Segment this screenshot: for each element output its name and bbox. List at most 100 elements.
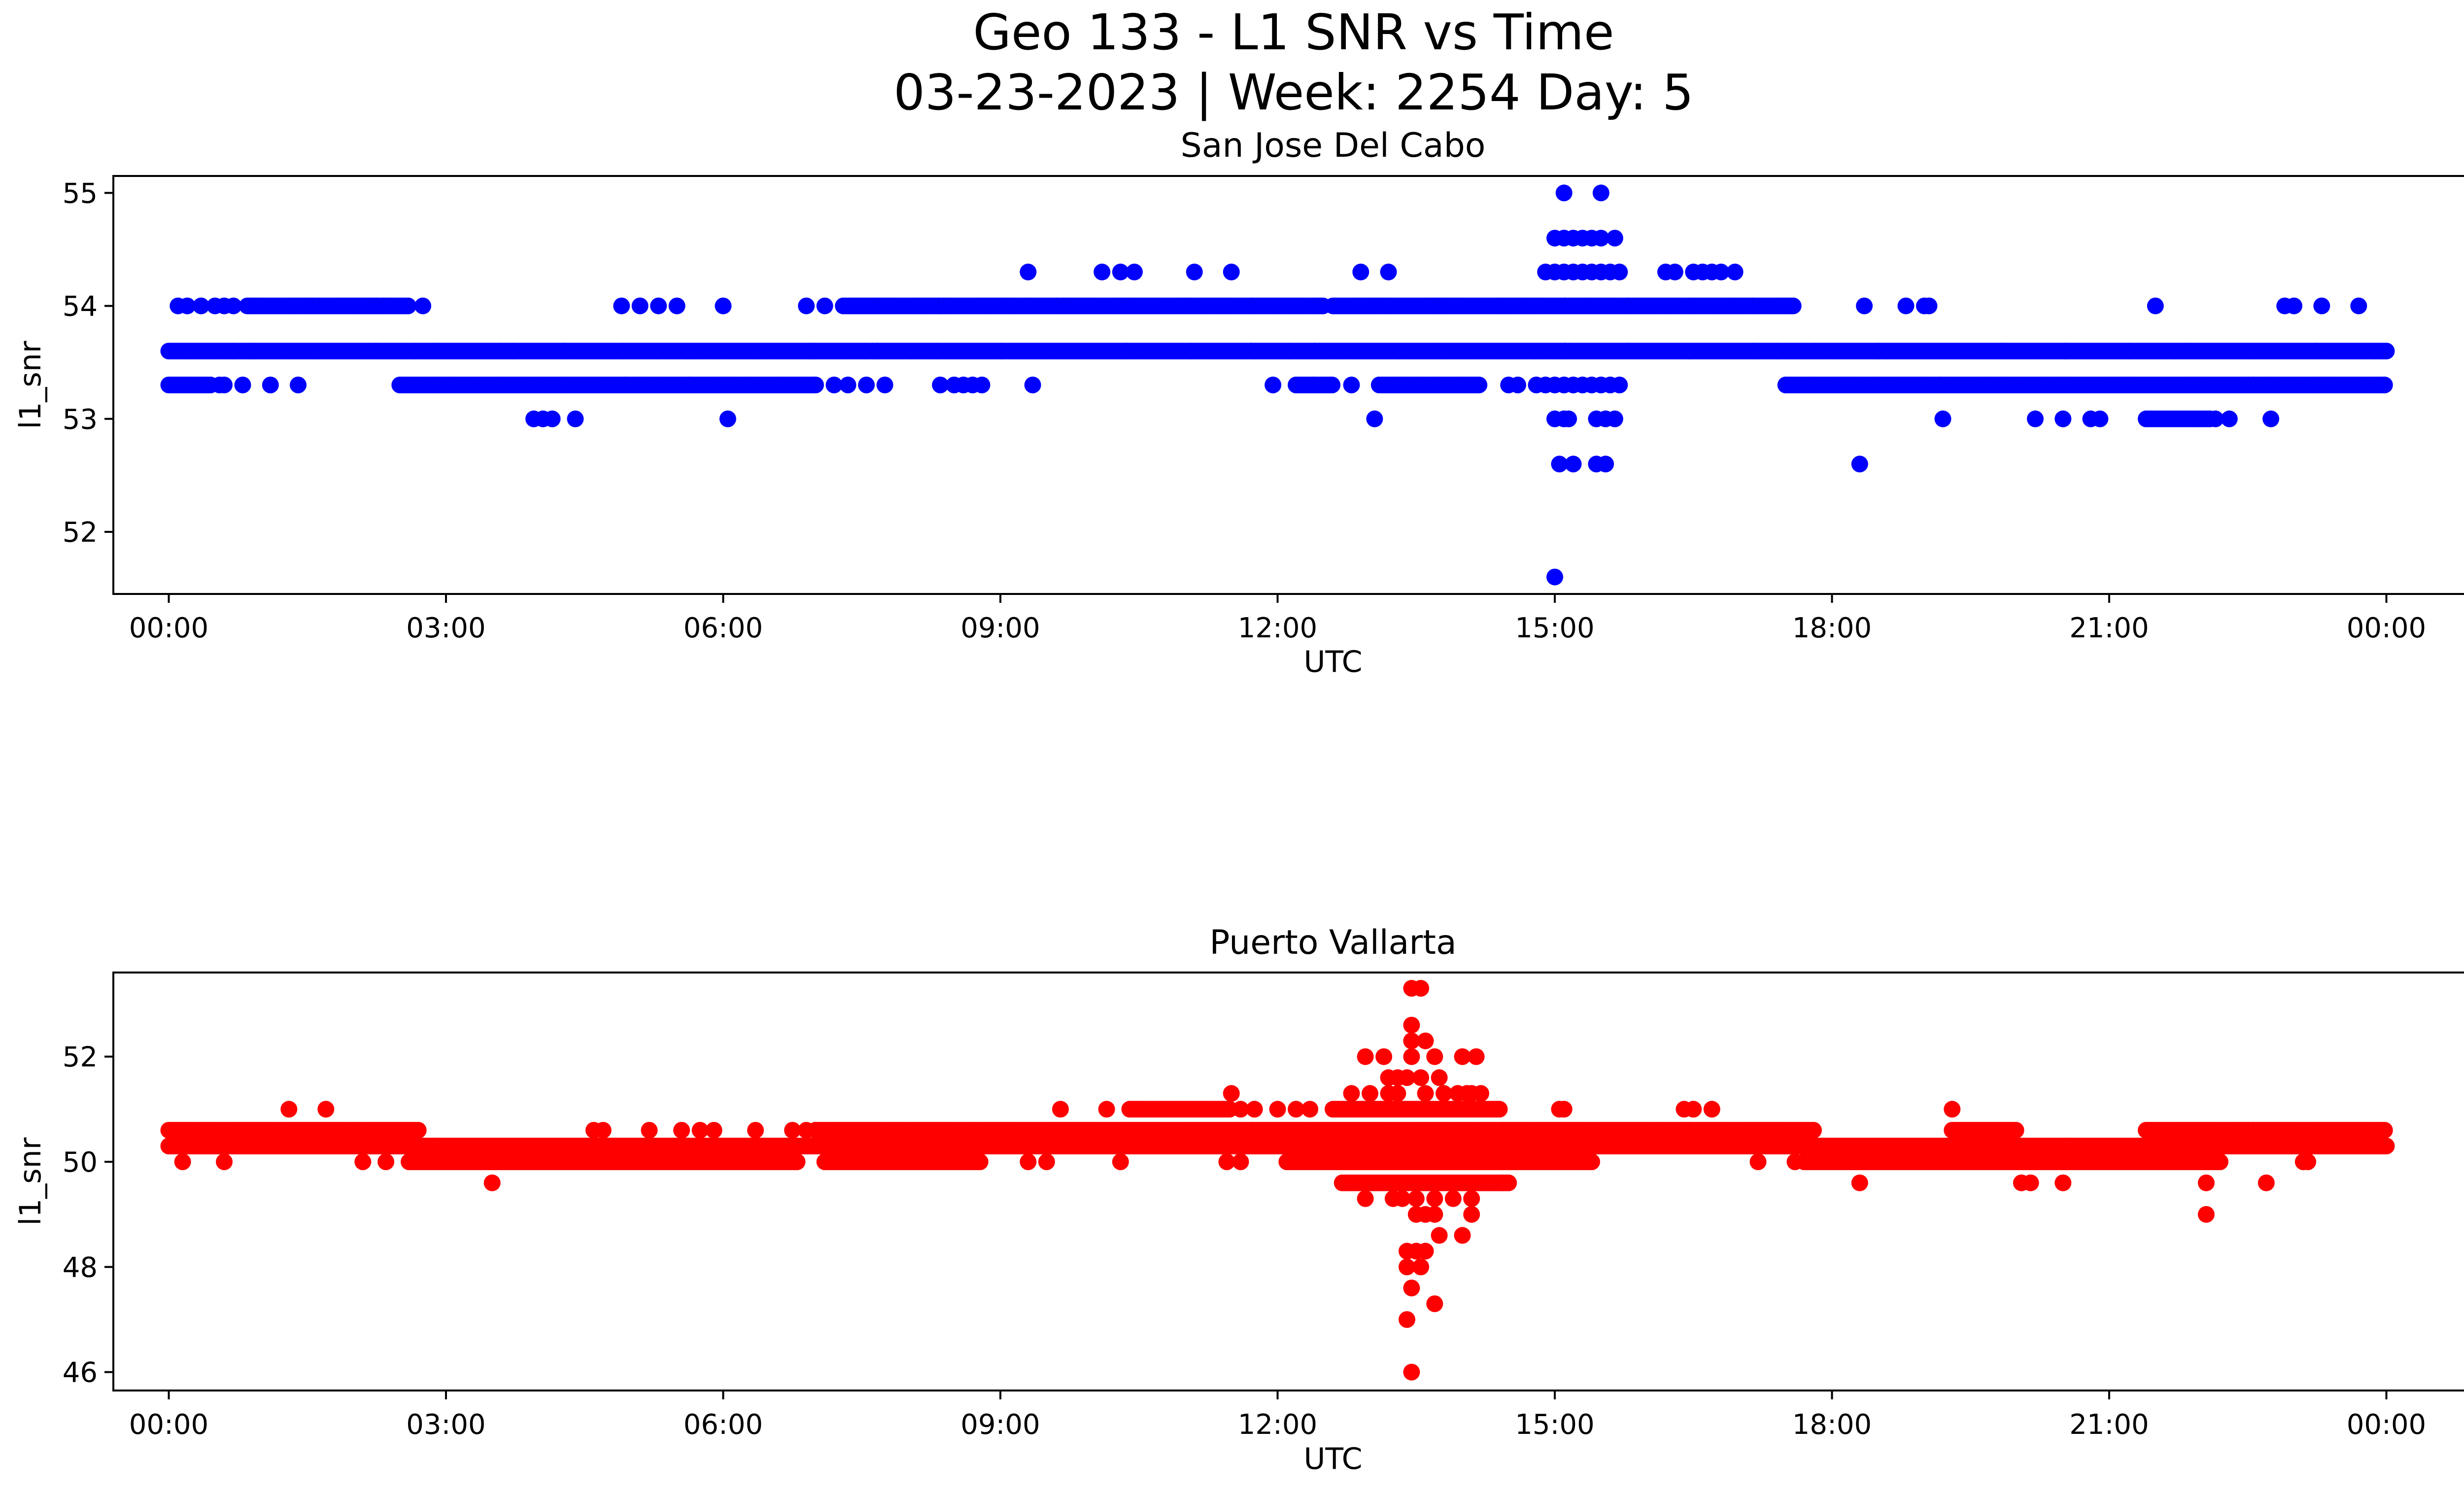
data-point bbox=[650, 297, 667, 314]
data-point bbox=[1463, 1190, 1480, 1207]
data-point bbox=[1366, 410, 1383, 427]
x-tick-label: 03:00 bbox=[406, 1409, 485, 1441]
y-tick-label: 52 bbox=[63, 517, 98, 549]
x-tick-label: 00:00 bbox=[129, 1409, 208, 1441]
plot-area bbox=[112, 972, 2464, 1391]
data-point bbox=[1394, 1190, 1411, 1207]
data-point bbox=[483, 1174, 501, 1191]
data-point bbox=[1020, 263, 1037, 280]
data-point bbox=[1112, 1153, 1129, 1170]
data-point bbox=[1606, 230, 1623, 247]
x-tick-label: 21:00 bbox=[2069, 1409, 2149, 1441]
y-tick-label: 55 bbox=[63, 177, 98, 209]
data-point bbox=[2147, 297, 2164, 314]
data-point bbox=[2091, 410, 2109, 427]
data-point bbox=[1403, 1363, 1420, 1381]
data-point bbox=[1555, 1101, 1573, 1118]
y-tick-label: 53 bbox=[63, 404, 98, 436]
data-point bbox=[798, 1122, 815, 1139]
data-point bbox=[1749, 1153, 1767, 1170]
chart-title: Puerto Vallarta bbox=[1209, 923, 1456, 962]
data-point bbox=[234, 377, 251, 393]
data-point bbox=[1546, 568, 1563, 586]
chart-title: San Jose Del Cabo bbox=[1181, 126, 1486, 165]
data-point bbox=[1112, 263, 1129, 280]
data-point bbox=[1491, 1101, 1508, 1118]
points-layer bbox=[160, 184, 2395, 586]
data-point bbox=[1038, 1153, 1055, 1170]
data-point bbox=[1343, 377, 1360, 393]
data-point bbox=[1454, 1227, 1471, 1244]
x-tick-label: 21:00 bbox=[2069, 612, 2149, 644]
data-point bbox=[2022, 1174, 2039, 1191]
x-tick-label: 12:00 bbox=[1238, 612, 1317, 644]
data-point bbox=[1712, 263, 1730, 280]
data-point bbox=[876, 377, 893, 393]
data-point bbox=[1412, 1069, 1430, 1086]
data-point bbox=[1024, 377, 1041, 393]
data-point bbox=[216, 1153, 233, 1170]
data-point bbox=[641, 1122, 658, 1139]
data-point bbox=[1565, 455, 1582, 473]
data-point bbox=[1786, 1153, 1804, 1170]
data-point bbox=[1431, 1069, 1448, 1086]
x-tick-label: 09:00 bbox=[960, 612, 1040, 644]
data-point bbox=[1417, 1243, 1434, 1260]
x-tick-label: 00:00 bbox=[2347, 1409, 2426, 1441]
data-point bbox=[1611, 377, 1628, 393]
data-point bbox=[1784, 297, 1802, 314]
data-point bbox=[1606, 410, 1623, 427]
data-point bbox=[816, 297, 833, 314]
data-point bbox=[2313, 297, 2330, 314]
data-point bbox=[1426, 1190, 1443, 1207]
figure-title-line-2: 03-23-2023 | Week: 2254 Day: 5 bbox=[893, 64, 1693, 121]
data-point bbox=[1218, 1153, 1235, 1170]
x-tick-label: 18:00 bbox=[1792, 1409, 1872, 1441]
data-point bbox=[1094, 263, 1111, 280]
x-tick-label: 09:00 bbox=[960, 1409, 1040, 1441]
points-layer bbox=[160, 980, 2395, 1381]
data-point bbox=[2378, 343, 2395, 360]
data-point bbox=[1426, 1295, 1443, 1312]
data-point bbox=[973, 377, 991, 393]
data-point bbox=[1098, 1101, 1115, 1118]
data-point bbox=[1611, 263, 1628, 280]
data-point bbox=[705, 1122, 722, 1139]
data-point bbox=[839, 377, 856, 393]
x-tick-label: 06:00 bbox=[684, 612, 763, 644]
data-point bbox=[193, 297, 210, 314]
data-point bbox=[1412, 980, 1430, 997]
data-point bbox=[1546, 1153, 1563, 1170]
data-point bbox=[280, 1101, 298, 1118]
data-point bbox=[2378, 1138, 2395, 1154]
x-tick-label: 00:00 bbox=[129, 612, 208, 644]
data-point bbox=[1375, 1048, 1393, 1065]
data-point bbox=[1020, 1153, 1037, 1170]
data-point bbox=[1472, 1085, 1489, 1102]
data-point bbox=[1417, 1085, 1434, 1102]
chart-puerto-vallarta: Puerto Vallarta 00:00 03:00 06:00 09:00 12:0… bbox=[13, 923, 2464, 1476]
data-point bbox=[1851, 455, 1868, 473]
data-point bbox=[567, 410, 584, 427]
data-point bbox=[377, 1153, 395, 1170]
data-point bbox=[179, 297, 196, 314]
data-point bbox=[747, 1122, 764, 1139]
data-point bbox=[788, 1153, 806, 1170]
data-point bbox=[1444, 1190, 1462, 1207]
data-point bbox=[1223, 263, 1240, 280]
y-tick-label: 52 bbox=[63, 1042, 98, 1074]
chart-san-jose-del-cabo: San Jose Del Cabo 00:00 03:00 06:00 09:00 12… bbox=[13, 126, 2464, 679]
x-ticks: 00:00 03:00 06:00 09:00 12:00 15:00 18:00 21:00… bbox=[129, 1391, 2426, 1441]
data-point bbox=[858, 377, 875, 393]
data-point bbox=[1232, 1101, 1249, 1118]
data-point bbox=[1934, 410, 1951, 427]
data-point bbox=[2212, 1153, 2228, 1170]
data-point bbox=[1399, 1258, 1415, 1276]
data-point bbox=[715, 297, 732, 314]
data-point bbox=[1592, 184, 1609, 202]
data-point bbox=[2258, 1174, 2275, 1191]
data-point bbox=[1592, 230, 1609, 247]
data-point bbox=[414, 297, 432, 314]
